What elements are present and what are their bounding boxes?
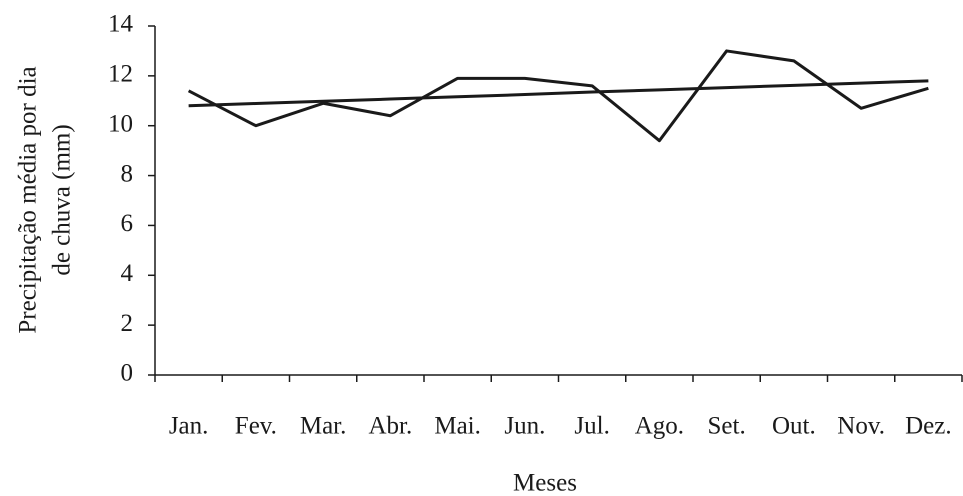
y-tick-label: 6 [121,210,134,237]
x-axis-title: Meses [513,470,577,496]
y-tick-label: 0 [121,360,134,387]
y-tick-label: 10 [108,110,133,137]
x-tick-label: Ago. [635,413,684,440]
x-tick-label: Jul. [574,413,609,440]
x-tick-label: Nov. [837,413,885,440]
y-tick-label: 12 [108,61,133,88]
series-line [188,79,929,108]
x-tick-label: Mai. [434,413,481,440]
x-tick-label: Jan. [169,413,209,440]
y-tick-label: 8 [121,160,134,187]
x-tick-label: Abr. [369,413,413,440]
y-axis-title: de chuva (mm) [49,124,76,275]
x-tick-label: Out. [772,413,816,440]
y-tick-label: 14 [108,11,134,38]
x-tick-label: Jun. [504,413,545,440]
y-axis-title: Precipitação média por dia [15,66,42,333]
y-tick-label: 2 [121,310,134,337]
series-line [187,49,929,143]
x-tick-label: Set. [708,413,746,440]
x-tick-label: Dez. [905,413,952,440]
x-tick-label: Mar. [300,413,347,440]
y-tick-label: 4 [121,260,134,287]
x-tick-label: Fev. [235,413,277,440]
